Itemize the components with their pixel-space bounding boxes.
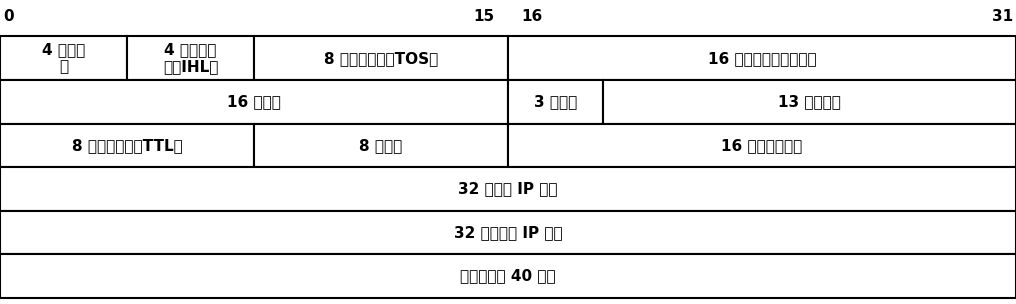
Bar — [0, 124, 254, 167]
Text: 16 位总长度（字节数）: 16 位总长度（字节数） — [708, 51, 816, 66]
Text: 16 位标识: 16 位标识 — [227, 94, 281, 109]
Text: 4 位版本
号: 4 位版本 号 — [42, 42, 85, 74]
Text: 0: 0 — [3, 9, 13, 24]
Text: 3 位标志: 3 位标志 — [534, 94, 577, 109]
Text: 15: 15 — [473, 9, 495, 24]
Bar — [254, 36, 508, 80]
Bar — [508, 124, 1016, 167]
Bar — [508, 80, 604, 124]
Text: 选项，最多 40 字节: 选项，最多 40 字节 — [460, 269, 556, 284]
Bar — [0, 36, 127, 80]
Text: 8 位服务类型（TOS）: 8 位服务类型（TOS） — [324, 51, 438, 66]
Bar — [604, 80, 1016, 124]
Bar — [508, 36, 1016, 80]
Bar — [0, 254, 1016, 298]
Text: 13 位片偏移: 13 位片偏移 — [778, 94, 841, 109]
Bar — [0, 80, 508, 124]
Text: 8 位协议: 8 位协议 — [360, 138, 402, 153]
Bar — [254, 124, 508, 167]
Text: 31: 31 — [992, 9, 1013, 24]
Text: 16: 16 — [521, 9, 543, 24]
Text: 32 位源端 IP 地址: 32 位源端 IP 地址 — [458, 181, 558, 196]
Text: 32 位目的端 IP 地址: 32 位目的端 IP 地址 — [454, 225, 562, 240]
Bar — [127, 36, 254, 80]
Text: 16 位头部校验和: 16 位头部校验和 — [721, 138, 803, 153]
Text: 4 位头部长
度（IHL）: 4 位头部长 度（IHL） — [163, 42, 218, 74]
Bar — [0, 167, 1016, 211]
Bar — [0, 211, 1016, 254]
Text: 8 位生存时间（TTL）: 8 位生存时间（TTL） — [71, 138, 183, 153]
